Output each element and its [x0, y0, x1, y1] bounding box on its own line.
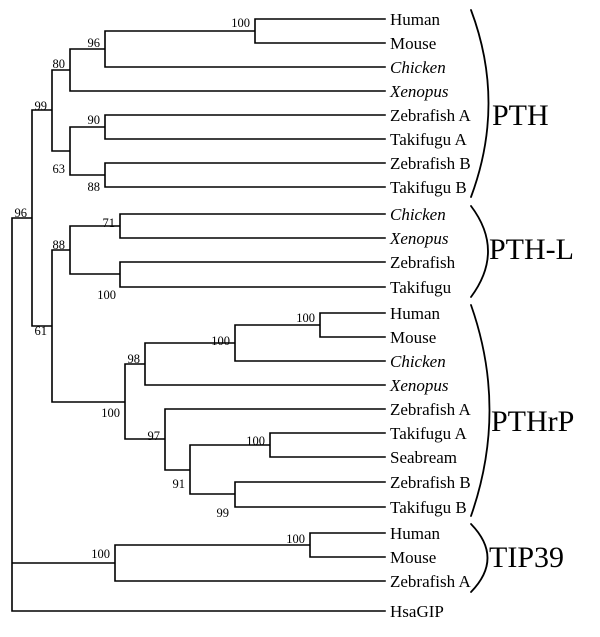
- bootstrap-value: 99: [217, 506, 230, 520]
- leaf-label: Mouse: [390, 34, 436, 53]
- bootstrap-value: 88: [53, 238, 66, 252]
- leaf-label: Takifugu: [390, 278, 452, 297]
- tree-branch-lines: [11, 18, 386, 612]
- clade-label-tip39: TIP39: [489, 541, 564, 574]
- bootstrap-value: 90: [88, 113, 101, 127]
- bootstrap-value: 100: [211, 334, 230, 348]
- bootstrap-value: 100: [97, 288, 116, 302]
- leaf-label: Takifugu B: [390, 178, 467, 197]
- clade-bracket-pth: [470, 9, 490, 198]
- bootstrap-value: 100: [296, 311, 315, 325]
- leaf-label: Zebrafish B: [390, 473, 471, 492]
- leaf-label: Human: [390, 10, 441, 29]
- bootstrap-value: 71: [103, 216, 116, 230]
- bootstrap-value: 99: [35, 99, 48, 113]
- leaf-label: HsaGIP: [390, 602, 444, 621]
- bootstrap-value: 100: [101, 406, 120, 420]
- leaf-label: Zebrafish: [390, 253, 456, 272]
- leaf-label: Takifugu A: [390, 130, 467, 149]
- leaf-label: Chicken: [390, 58, 446, 77]
- bootstrap-value: 100: [246, 434, 265, 448]
- leaf-label: Zebrafish B: [390, 154, 471, 173]
- clade-label-pthl: PTH-L: [489, 233, 574, 266]
- bootstrap-value: 96: [88, 36, 101, 50]
- leaf-label: Zebrafish A: [390, 400, 471, 419]
- leaf-label: Mouse: [390, 328, 436, 347]
- clade-bracket-tip39: [470, 523, 489, 593]
- leaf-label: Mouse: [390, 548, 436, 567]
- leaf-label: Takifugu B: [390, 498, 467, 517]
- bootstrap-value: 97: [148, 429, 161, 443]
- clade-bracket-pthrp: [470, 304, 491, 517]
- bootstrap-value: 100: [286, 532, 305, 546]
- leaf-label: Xenopus: [389, 376, 449, 395]
- leaf-label: Human: [390, 304, 441, 323]
- bootstrap-value: 98: [128, 352, 141, 366]
- bootstrap-value: 91: [173, 477, 186, 491]
- bootstrap-value: 61: [35, 324, 48, 338]
- leaf-label: Xenopus: [389, 82, 449, 101]
- bootstrap-value: 88: [88, 180, 101, 194]
- bootstrap-value: 100: [231, 16, 250, 30]
- clade-label-pthrp: PTHrP: [491, 405, 574, 438]
- bootstrap-value: 100: [91, 547, 110, 561]
- leaf-label: Takifugu A: [390, 424, 467, 443]
- bootstrap-value: 80: [53, 57, 66, 71]
- bootstrap-value: 63: [53, 162, 66, 176]
- leaf-label: Chicken: [390, 352, 446, 371]
- leaf-label: Chicken: [390, 205, 446, 224]
- leaf-label: Zebrafish A: [390, 572, 471, 591]
- bootstrap-value: 96: [15, 206, 28, 220]
- leaf-label: Zebrafish A: [390, 106, 471, 125]
- leaf-label: Xenopus: [389, 229, 449, 248]
- clade-label-pth: PTH: [492, 99, 549, 132]
- clade-bracket-pthl: [470, 205, 489, 298]
- leaf-label: Seabream: [390, 448, 457, 467]
- leaf-label: Human: [390, 524, 441, 543]
